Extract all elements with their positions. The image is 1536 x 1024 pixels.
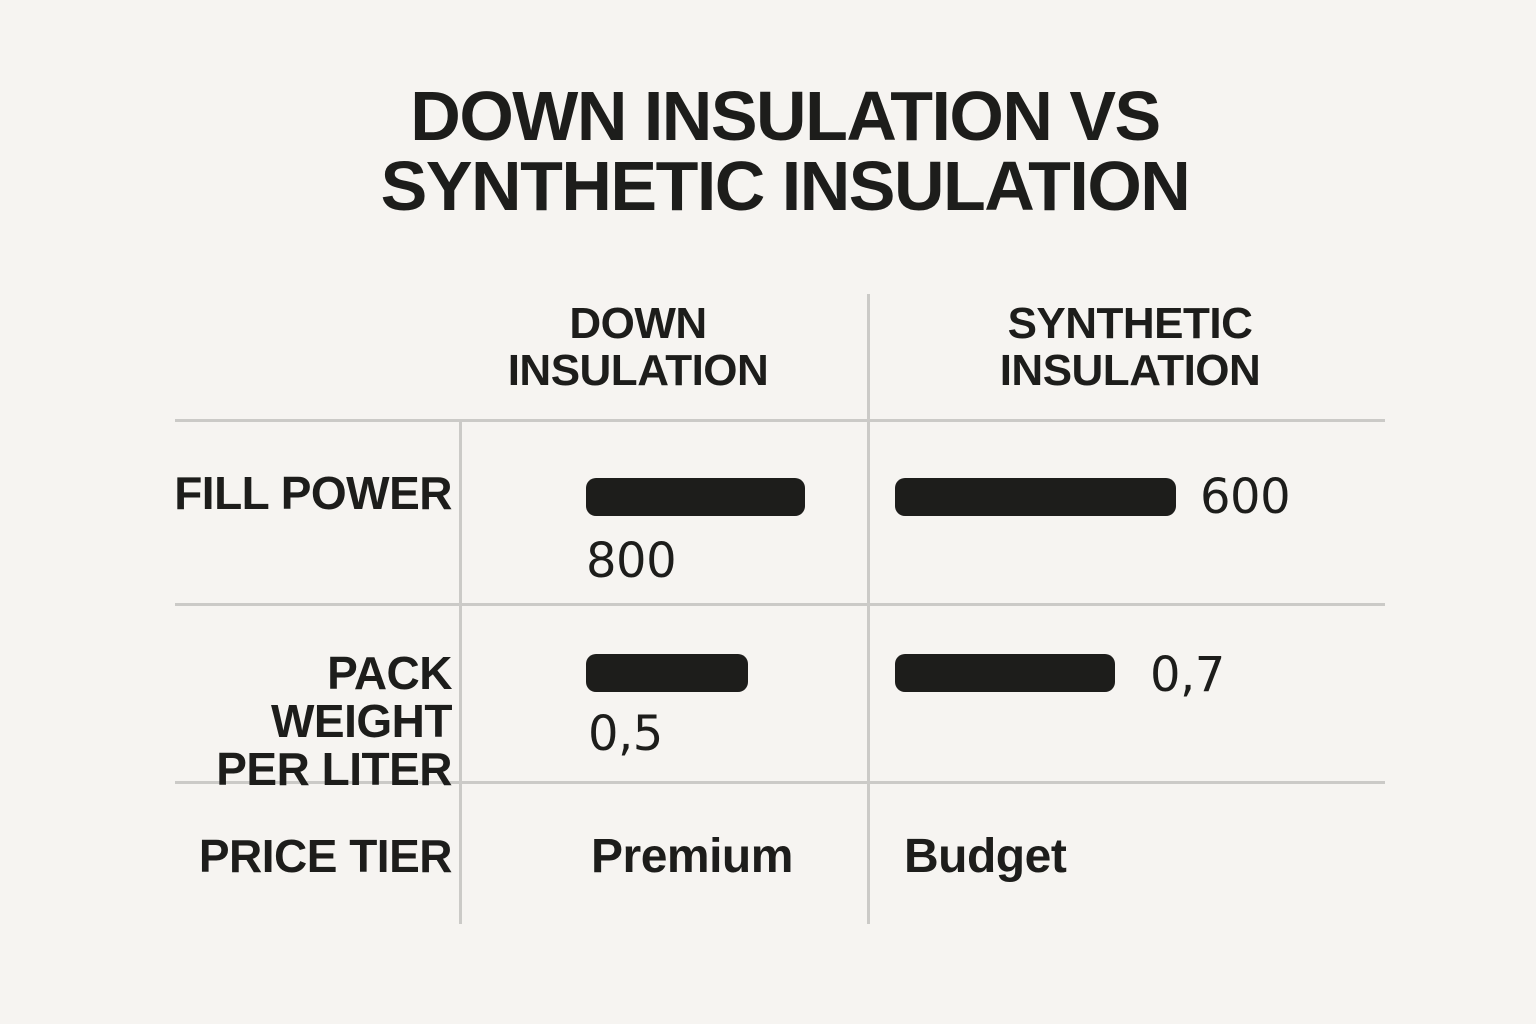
column-header-synthetic-line-1: SYNTHETIC: [1007, 299, 1253, 348]
column-header-synthetic-insulation: SYNTHETIC INSULATION: [930, 300, 1330, 394]
row-label-pack-weight-line-1: PACK WEIGHT: [271, 647, 452, 747]
row-label-fill-power: FILL POWER: [174, 467, 452, 519]
column-header-synthetic-line-2: INSULATION: [999, 346, 1261, 395]
grid-line-horizontal-top: [175, 419, 1385, 422]
row-label-price-tier: PRICE TIER: [198, 830, 453, 882]
value-fill-power-synthetic: 600: [1200, 469, 1291, 525]
grid-line-vertical-column-divider: [867, 294, 870, 924]
value-price-tier-down: Premium: [591, 830, 793, 883]
bar-pack-weight-down: [586, 654, 748, 692]
grid-line-horizontal-middle: [175, 603, 1385, 606]
value-pack-weight-synthetic: 0,7: [1150, 647, 1225, 703]
bar-pack-weight-synthetic: [895, 654, 1115, 692]
grid-line-horizontal-bottom: [175, 781, 1385, 784]
value-price-tier-synthetic: Budget: [904, 830, 1067, 883]
row-label-pack-weight-per-liter: PACK WEIGHT PER LITER: [150, 649, 452, 793]
chart-title-line-2: SYNTHETIC INSULATION: [380, 147, 1191, 225]
bar-fill-power-down: [586, 478, 805, 516]
row-label-pack-weight-line-2: PER LITER: [216, 743, 452, 795]
column-header-down-insulation: DOWN INSULATION: [438, 300, 838, 394]
value-pack-weight-down: 0,5: [588, 706, 663, 762]
column-header-down-line-2: INSULATION: [507, 346, 769, 395]
chart-title: DOWN INSULATION VS SYNTHETIC INSULATION: [35, 81, 1535, 221]
value-fill-power-down: 800: [586, 533, 677, 589]
bar-fill-power-synthetic: [895, 478, 1176, 516]
chart-title-line-1: DOWN INSULATION VS: [410, 77, 1161, 155]
column-header-down-line-1: DOWN: [569, 299, 707, 348]
grid-line-vertical-label-divider: [459, 419, 462, 924]
